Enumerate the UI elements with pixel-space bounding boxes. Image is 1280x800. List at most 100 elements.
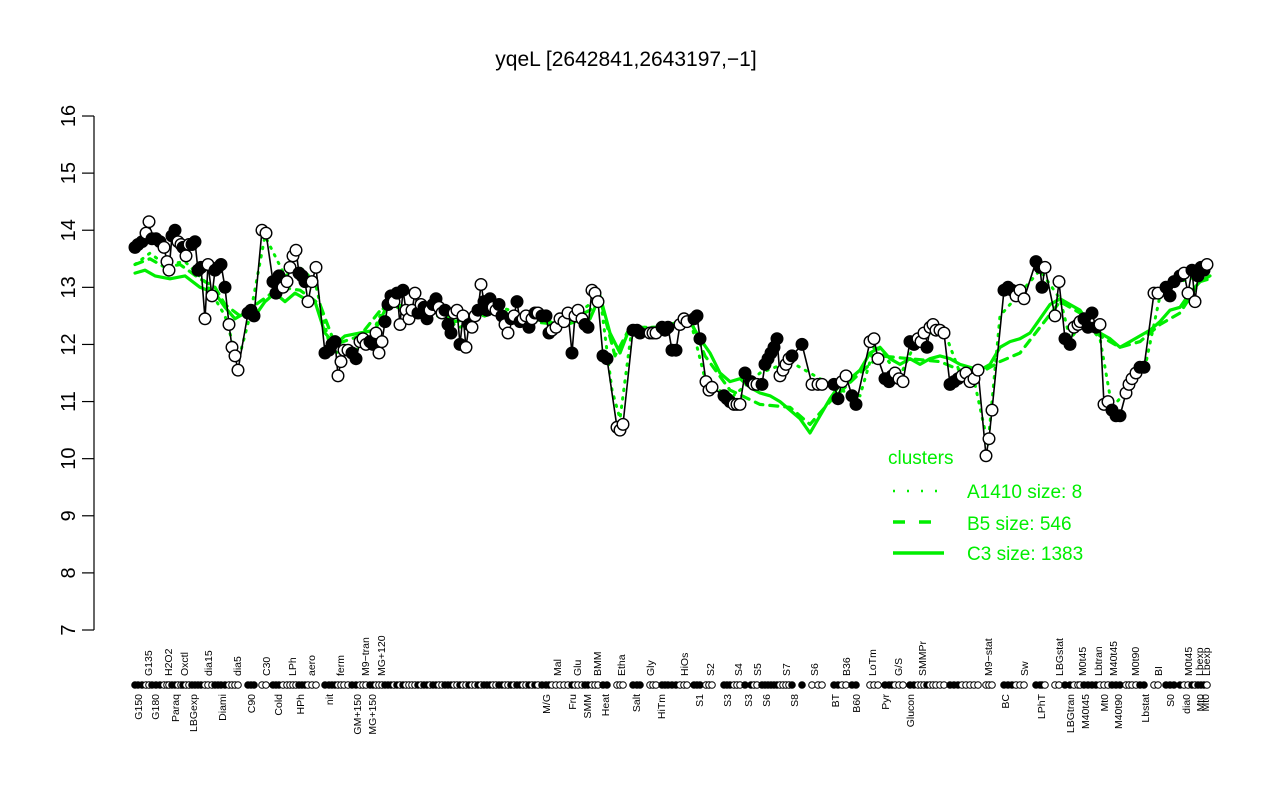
data-point <box>474 278 488 292</box>
x-label: B36 <box>841 657 853 676</box>
rug-mark <box>798 681 806 689</box>
x-label: S1 <box>694 694 706 707</box>
data-point <box>334 355 348 369</box>
rug-mark <box>1140 681 1148 689</box>
data-point <box>214 258 228 272</box>
x-label: Mt0 <box>1195 694 1207 712</box>
y-tick-label: 15 <box>58 162 80 184</box>
y-tick-label: 14 <box>58 219 80 241</box>
data-point <box>372 346 386 360</box>
data-point <box>228 349 242 363</box>
data-point <box>280 275 294 289</box>
x-axis-rug <box>131 681 1211 689</box>
data-point <box>815 377 829 391</box>
data-point <box>218 280 232 294</box>
data-point <box>328 335 342 349</box>
x-label: S2 <box>705 663 717 676</box>
data-point <box>1188 295 1202 309</box>
data-point <box>985 403 999 417</box>
data-point <box>1163 289 1177 303</box>
x-label: M/G <box>541 694 553 714</box>
x-label: dia5 <box>232 656 244 676</box>
x-label: M40t45 <box>1080 694 1092 729</box>
data-point <box>1113 409 1127 423</box>
y-tick-label: 7 <box>58 624 80 635</box>
data-point <box>459 340 473 354</box>
x-label: Sw <box>1019 661 1031 676</box>
rug-mark <box>683 681 691 689</box>
observed-points <box>128 215 1214 463</box>
data-point <box>205 289 219 303</box>
x-label: BI <box>1153 666 1165 676</box>
data-point <box>259 226 273 240</box>
data-point <box>920 340 934 354</box>
x-label: S0 <box>1165 694 1177 707</box>
data-point <box>349 352 363 366</box>
rug-mark <box>262 681 270 689</box>
y-tick-label: 9 <box>58 510 80 521</box>
rug-mark <box>636 681 644 689</box>
x-label: GM+150 <box>352 694 364 735</box>
x-label: HPh <box>295 694 307 715</box>
data-point <box>785 349 799 363</box>
data-point <box>871 352 885 366</box>
data-point <box>168 223 182 237</box>
x-label: Lbtran <box>1093 646 1105 676</box>
x-label: S8 <box>789 694 801 707</box>
x-label: Glucon <box>905 694 917 727</box>
data-point <box>142 215 156 229</box>
x-label: Etha <box>616 654 628 676</box>
y-tick-label: 11 <box>58 391 80 412</box>
x-label: HiOs <box>679 653 691 676</box>
legend-entry-b5: B5 size: 546 <box>967 514 1072 535</box>
data-point <box>616 417 630 431</box>
data-point <box>1017 292 1031 306</box>
x-label: Mt0 <box>1099 694 1111 712</box>
x-label: G150 <box>133 694 145 720</box>
data-point <box>247 309 261 323</box>
x-label: Heat <box>600 694 612 716</box>
rug-mark <box>788 681 796 689</box>
cluster-c3-line <box>133 268 1212 435</box>
x-label: BC <box>1000 694 1012 709</box>
x-label: G/S <box>893 658 905 676</box>
data-point <box>309 260 323 274</box>
data-point <box>705 380 719 394</box>
x-label: S3 <box>743 694 755 707</box>
x-label: Salt <box>631 694 643 712</box>
data-point <box>1063 337 1077 351</box>
x-label: SMM <box>582 694 594 719</box>
x-label: Lbstat <box>1140 694 1152 723</box>
y-tick-label: 16 <box>58 105 80 127</box>
x-label: MG+150 <box>367 694 379 735</box>
x-label: aero <box>306 655 318 676</box>
x-label: Diami <box>217 694 229 721</box>
data-point <box>1048 309 1062 323</box>
legend: clusters A1410 size: 8 B5 size: 546 C3 s… <box>888 448 1083 565</box>
x-label: Lbexp <box>1201 647 1213 676</box>
x-label: S3 <box>722 694 734 707</box>
x-label: Gly <box>645 660 657 677</box>
x-label: LPh <box>287 657 299 676</box>
data-point <box>795 337 809 351</box>
data-point <box>839 369 853 383</box>
x-label: LBGexp <box>188 694 200 732</box>
data-point <box>188 235 202 249</box>
data-point <box>733 397 747 411</box>
rug-mark <box>619 681 627 689</box>
data-point <box>378 315 392 329</box>
y-tick-label: 10 <box>58 448 80 470</box>
x-label: HiTm <box>656 694 668 719</box>
data-point <box>979 449 993 463</box>
x-labels-top: G135 H2O2 Oxctl dia15 dia5 C30 LPh aero ferm M9−t… <box>143 635 1213 676</box>
x-label: Oxctl <box>179 652 191 676</box>
data-point <box>565 346 579 360</box>
x-label: Fru <box>567 694 579 710</box>
data-point <box>1181 286 1195 300</box>
data-point <box>162 263 176 277</box>
data-point <box>770 332 784 346</box>
rug-mark <box>899 681 907 689</box>
rug-mark <box>250 681 258 689</box>
data-point <box>937 326 951 340</box>
data-point <box>1137 360 1151 374</box>
